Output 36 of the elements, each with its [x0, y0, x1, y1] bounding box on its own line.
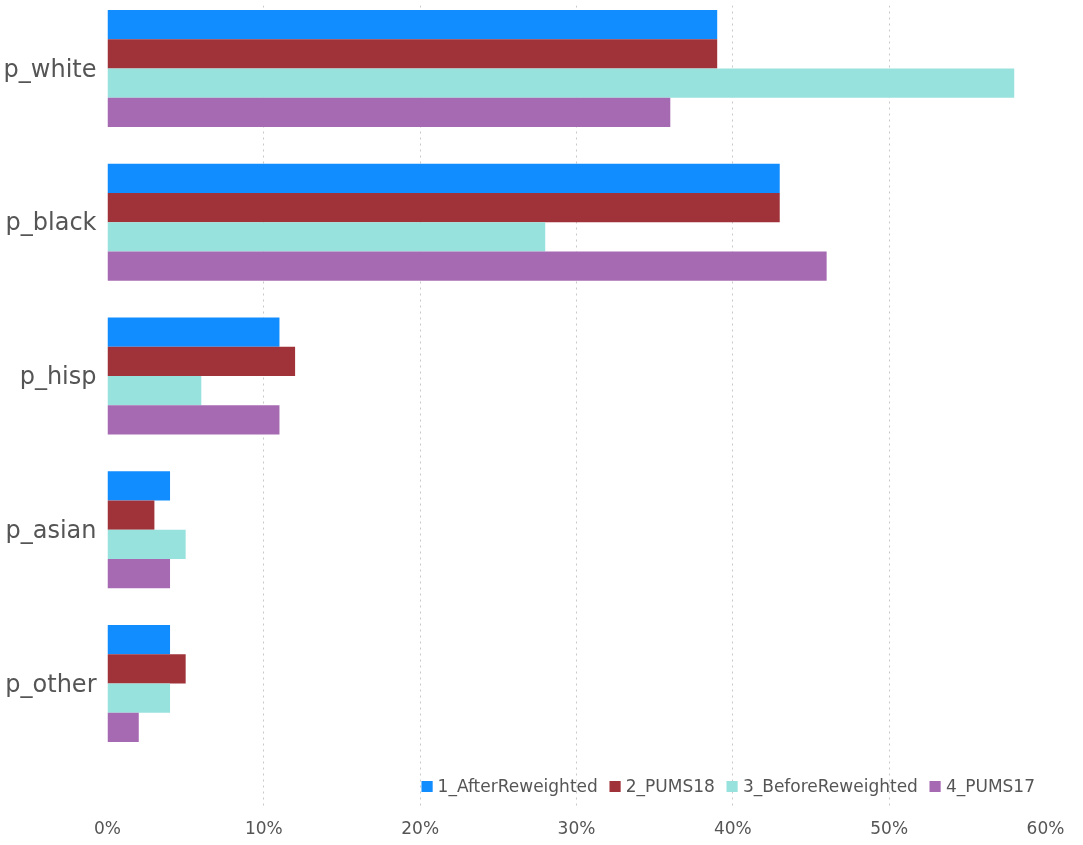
bar	[107, 376, 202, 406]
y-tick-label: p_white	[3, 54, 97, 83]
bar	[107, 625, 171, 655]
y-tick-label: p_hisp	[19, 362, 97, 391]
bar	[107, 10, 718, 40]
bar	[107, 558, 171, 589]
x-tick-label: 30%	[557, 817, 596, 838]
y-tick-label: p_black	[5, 208, 97, 237]
bar	[107, 222, 546, 252]
y-tick-label: p_asian	[5, 515, 97, 544]
legend-label: 4_PUMS17	[945, 776, 1035, 796]
bar	[107, 500, 155, 530]
x-tick-label: 40%	[713, 817, 752, 838]
bar	[107, 471, 171, 501]
bar	[107, 97, 671, 127]
bar	[107, 346, 296, 377]
bar	[107, 68, 1015, 98]
bar	[107, 683, 171, 713]
y-tick-label: p_other	[5, 669, 97, 698]
bar	[107, 405, 280, 435]
bar	[107, 193, 780, 223]
legend-label: 3_BeforeReweighted	[742, 776, 918, 796]
bar	[107, 39, 718, 69]
x-tick-label: 60%	[1026, 817, 1065, 838]
legend-label: 2_PUMS18	[625, 776, 715, 796]
bar	[107, 317, 280, 347]
x-tick-label: 10%	[244, 817, 283, 838]
bar	[107, 163, 780, 194]
x-tick-label: 50%	[870, 817, 909, 838]
legend-label: 1_AfterReweighted	[437, 776, 598, 796]
x-tick-label: 0%	[94, 817, 121, 838]
bar	[107, 712, 139, 742]
bar	[107, 529, 186, 559]
bar	[107, 654, 186, 684]
bar	[107, 251, 827, 281]
x-tick-label: 20%	[401, 817, 440, 838]
